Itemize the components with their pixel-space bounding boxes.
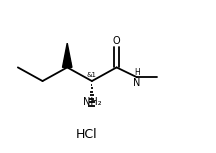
Text: HCl: HCl: [76, 128, 97, 141]
Text: O: O: [113, 36, 120, 46]
Polygon shape: [62, 43, 72, 67]
Text: N: N: [133, 78, 141, 88]
Text: &1: &1: [87, 72, 97, 78]
Text: NH₂: NH₂: [83, 97, 101, 107]
Text: H: H: [134, 68, 140, 77]
Text: &1: &1: [62, 58, 72, 64]
